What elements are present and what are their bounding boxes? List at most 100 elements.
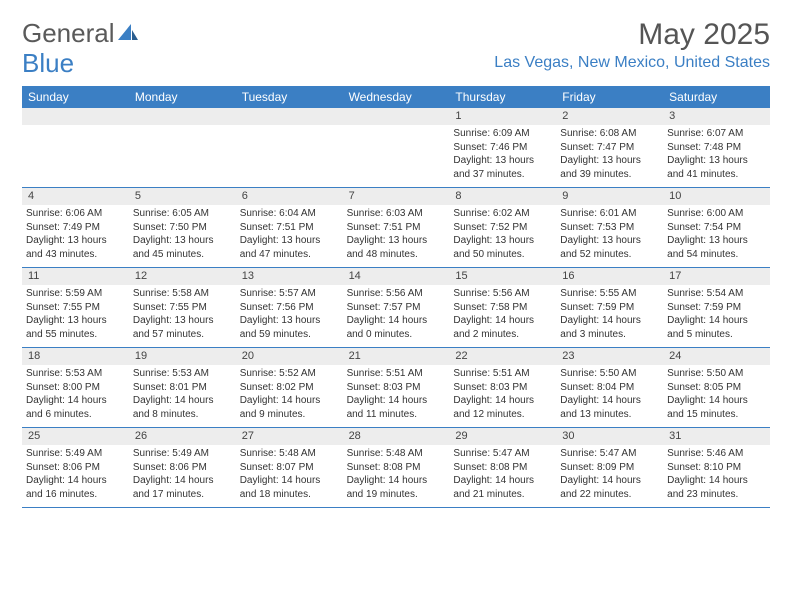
sunset-text: Sunset: 7:59 PM bbox=[560, 301, 659, 315]
day-number: 21 bbox=[343, 348, 450, 365]
sunset-text: Sunset: 7:49 PM bbox=[26, 221, 125, 235]
day1-text: Daylight: 14 hours bbox=[560, 314, 659, 328]
sunset-text: Sunset: 7:51 PM bbox=[347, 221, 446, 235]
day-number: 18 bbox=[22, 348, 129, 365]
day1-text: Daylight: 14 hours bbox=[667, 314, 766, 328]
daynum-row: 123 bbox=[22, 108, 770, 125]
day-cell: Sunrise: 5:47 AMSunset: 8:09 PMDaylight:… bbox=[556, 445, 663, 507]
calendar: Sunday Monday Tuesday Wednesday Thursday… bbox=[22, 86, 770, 508]
day1-text: Daylight: 13 hours bbox=[26, 234, 125, 248]
day-cell: Sunrise: 6:01 AMSunset: 7:53 PMDaylight:… bbox=[556, 205, 663, 267]
day-number: 7 bbox=[343, 188, 450, 205]
daynum-row: 11121314151617 bbox=[22, 268, 770, 285]
day1-text: Daylight: 14 hours bbox=[347, 394, 446, 408]
sunset-text: Sunset: 7:53 PM bbox=[560, 221, 659, 235]
title-block: May 2025 Las Vegas, New Mexico, United S… bbox=[494, 18, 770, 72]
day-number: 22 bbox=[449, 348, 556, 365]
day1-text: Daylight: 13 hours bbox=[667, 154, 766, 168]
sunset-text: Sunset: 7:48 PM bbox=[667, 141, 766, 155]
dayname-sunday: Sunday bbox=[22, 86, 129, 108]
day2-text: and 47 minutes. bbox=[240, 248, 339, 262]
day-number: 9 bbox=[556, 188, 663, 205]
day2-text: and 3 minutes. bbox=[560, 328, 659, 342]
day-number: 30 bbox=[556, 428, 663, 445]
sunrise-text: Sunrise: 5:52 AM bbox=[240, 367, 339, 381]
day1-text: Daylight: 14 hours bbox=[453, 394, 552, 408]
dayname-thursday: Thursday bbox=[449, 86, 556, 108]
day-number: 28 bbox=[343, 428, 450, 445]
day1-text: Daylight: 14 hours bbox=[240, 474, 339, 488]
sunset-text: Sunset: 8:04 PM bbox=[560, 381, 659, 395]
day2-text: and 39 minutes. bbox=[560, 168, 659, 182]
day-number: 10 bbox=[663, 188, 770, 205]
sunset-text: Sunset: 7:55 PM bbox=[26, 301, 125, 315]
day1-text: Daylight: 13 hours bbox=[560, 154, 659, 168]
day-cell: Sunrise: 5:51 AMSunset: 8:03 PMDaylight:… bbox=[449, 365, 556, 427]
logo-text-blue: Blue bbox=[22, 48, 74, 79]
day1-text: Daylight: 14 hours bbox=[240, 394, 339, 408]
sunset-text: Sunset: 7:56 PM bbox=[240, 301, 339, 315]
sunset-text: Sunset: 8:08 PM bbox=[453, 461, 552, 475]
day1-text: Daylight: 13 hours bbox=[133, 314, 232, 328]
day2-text: and 55 minutes. bbox=[26, 328, 125, 342]
day-number: 23 bbox=[556, 348, 663, 365]
sunset-text: Sunset: 7:58 PM bbox=[453, 301, 552, 315]
day-cell: Sunrise: 6:04 AMSunset: 7:51 PMDaylight:… bbox=[236, 205, 343, 267]
day1-text: Daylight: 14 hours bbox=[667, 474, 766, 488]
day2-text: and 37 minutes. bbox=[453, 168, 552, 182]
sunset-text: Sunset: 7:52 PM bbox=[453, 221, 552, 235]
sunset-text: Sunset: 8:03 PM bbox=[453, 381, 552, 395]
day-cell: Sunrise: 5:59 AMSunset: 7:55 PMDaylight:… bbox=[22, 285, 129, 347]
day-cell bbox=[129, 125, 236, 187]
dayname-monday: Monday bbox=[129, 86, 236, 108]
week-divider bbox=[22, 507, 770, 508]
day1-text: Daylight: 14 hours bbox=[560, 474, 659, 488]
sunset-text: Sunset: 7:47 PM bbox=[560, 141, 659, 155]
location-text: Las Vegas, New Mexico, United States bbox=[494, 54, 770, 72]
day1-text: Daylight: 14 hours bbox=[133, 394, 232, 408]
sunrise-text: Sunrise: 6:01 AM bbox=[560, 207, 659, 221]
day1-text: Daylight: 13 hours bbox=[453, 154, 552, 168]
day-number bbox=[236, 108, 343, 125]
sunset-text: Sunset: 8:07 PM bbox=[240, 461, 339, 475]
day-number: 8 bbox=[449, 188, 556, 205]
daynum-row: 25262728293031 bbox=[22, 428, 770, 445]
day-cell: Sunrise: 5:51 AMSunset: 8:03 PMDaylight:… bbox=[343, 365, 450, 427]
day-cell: Sunrise: 5:54 AMSunset: 7:59 PMDaylight:… bbox=[663, 285, 770, 347]
day1-text: Daylight: 13 hours bbox=[133, 234, 232, 248]
day-cell: Sunrise: 6:00 AMSunset: 7:54 PMDaylight:… bbox=[663, 205, 770, 267]
day-cell: Sunrise: 6:03 AMSunset: 7:51 PMDaylight:… bbox=[343, 205, 450, 267]
day2-text: and 11 minutes. bbox=[347, 408, 446, 422]
day1-text: Daylight: 13 hours bbox=[240, 314, 339, 328]
day-number: 14 bbox=[343, 268, 450, 285]
day2-text: and 52 minutes. bbox=[560, 248, 659, 262]
logo-sail-icon bbox=[117, 22, 139, 42]
sunrise-text: Sunrise: 5:49 AM bbox=[133, 447, 232, 461]
day-cell: Sunrise: 5:48 AMSunset: 8:08 PMDaylight:… bbox=[343, 445, 450, 507]
day-cell bbox=[343, 125, 450, 187]
sunrise-text: Sunrise: 6:09 AM bbox=[453, 127, 552, 141]
day-number: 2 bbox=[556, 108, 663, 125]
sunset-text: Sunset: 8:09 PM bbox=[560, 461, 659, 475]
day-number: 19 bbox=[129, 348, 236, 365]
sunrise-text: Sunrise: 6:04 AM bbox=[240, 207, 339, 221]
day-number: 5 bbox=[129, 188, 236, 205]
sunrise-text: Sunrise: 5:47 AM bbox=[453, 447, 552, 461]
month-title: May 2025 bbox=[494, 18, 770, 52]
day2-text: and 2 minutes. bbox=[453, 328, 552, 342]
day2-text: and 12 minutes. bbox=[453, 408, 552, 422]
day-number: 31 bbox=[663, 428, 770, 445]
sunrise-text: Sunrise: 5:50 AM bbox=[560, 367, 659, 381]
day2-text: and 18 minutes. bbox=[240, 488, 339, 502]
sunrise-text: Sunrise: 6:05 AM bbox=[133, 207, 232, 221]
day2-text: and 16 minutes. bbox=[26, 488, 125, 502]
sunset-text: Sunset: 7:46 PM bbox=[453, 141, 552, 155]
day-cell: Sunrise: 5:53 AMSunset: 8:00 PMDaylight:… bbox=[22, 365, 129, 427]
day-cell: Sunrise: 5:58 AMSunset: 7:55 PMDaylight:… bbox=[129, 285, 236, 347]
header: General May 2025 Las Vegas, New Mexico, … bbox=[0, 0, 792, 80]
day1-text: Daylight: 14 hours bbox=[26, 474, 125, 488]
day2-text: and 13 minutes. bbox=[560, 408, 659, 422]
sunrise-text: Sunrise: 5:48 AM bbox=[240, 447, 339, 461]
day-cell: Sunrise: 6:05 AMSunset: 7:50 PMDaylight:… bbox=[129, 205, 236, 267]
day1-text: Daylight: 13 hours bbox=[453, 234, 552, 248]
